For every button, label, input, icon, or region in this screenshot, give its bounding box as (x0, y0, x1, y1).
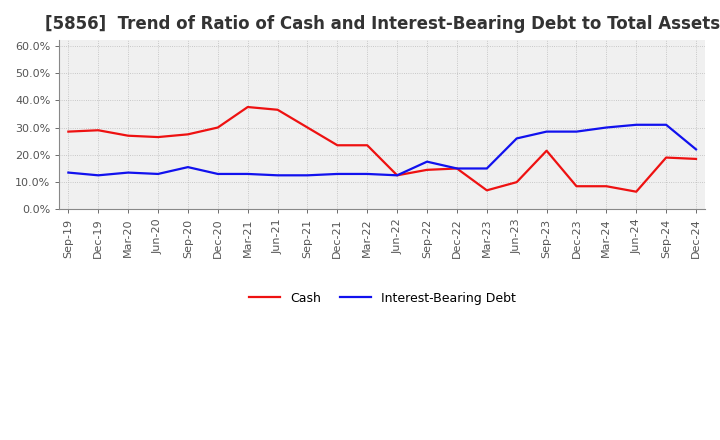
Cash (632, 189, 641, 194)
Cash (393, 172, 402, 178)
Cash (243, 104, 252, 110)
Interest-Bearing Debt (632, 122, 641, 128)
Interest-Bearing Debt (153, 171, 162, 176)
Interest-Bearing Debt (692, 147, 701, 152)
Interest-Bearing Debt (542, 129, 551, 134)
Cash (303, 125, 312, 130)
Cash (214, 125, 222, 130)
Interest-Bearing Debt (124, 170, 132, 175)
Cash (274, 107, 282, 112)
Cash (602, 183, 611, 189)
Interest-Bearing Debt (243, 171, 252, 176)
Cash (513, 180, 521, 185)
Interest-Bearing Debt (64, 170, 73, 175)
Interest-Bearing Debt (303, 172, 312, 178)
Interest-Bearing Debt (333, 171, 342, 176)
Line: Interest-Bearing Debt: Interest-Bearing Debt (68, 125, 696, 175)
Cash (64, 129, 73, 134)
Interest-Bearing Debt (274, 172, 282, 178)
Cash (453, 166, 462, 171)
Cash (94, 128, 102, 133)
Legend: Cash, Interest-Bearing Debt: Cash, Interest-Bearing Debt (243, 287, 521, 310)
Interest-Bearing Debt (214, 171, 222, 176)
Title: [5856]  Trend of Ratio of Cash and Interest-Bearing Debt to Total Assets: [5856] Trend of Ratio of Cash and Intere… (45, 15, 720, 33)
Cash (124, 133, 132, 138)
Cash (184, 132, 192, 137)
Interest-Bearing Debt (423, 159, 431, 164)
Cash (482, 188, 491, 193)
Cash (692, 156, 701, 161)
Interest-Bearing Debt (363, 171, 372, 176)
Cash (333, 143, 342, 148)
Cash (363, 143, 372, 148)
Interest-Bearing Debt (482, 166, 491, 171)
Line: Cash: Cash (68, 107, 696, 192)
Cash (153, 135, 162, 140)
Cash (662, 155, 670, 160)
Cash (542, 148, 551, 154)
Interest-Bearing Debt (453, 166, 462, 171)
Interest-Bearing Debt (184, 165, 192, 170)
Interest-Bearing Debt (572, 129, 581, 134)
Interest-Bearing Debt (94, 172, 102, 178)
Interest-Bearing Debt (602, 125, 611, 130)
Interest-Bearing Debt (513, 136, 521, 141)
Cash (572, 183, 581, 189)
Interest-Bearing Debt (393, 172, 402, 178)
Cash (423, 167, 431, 172)
Interest-Bearing Debt (662, 122, 670, 128)
